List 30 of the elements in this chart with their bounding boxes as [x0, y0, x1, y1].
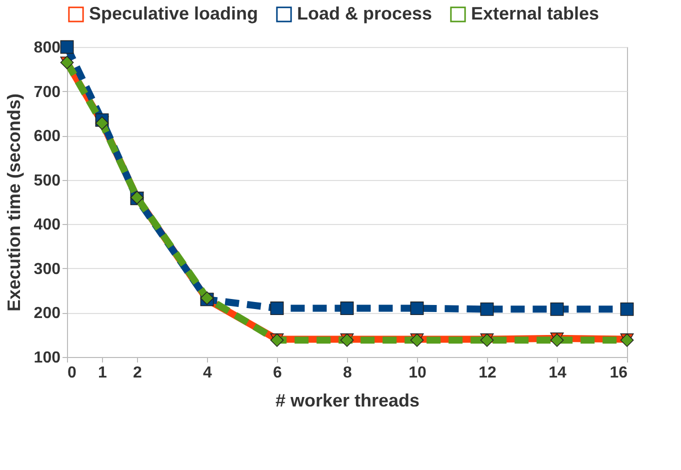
y-tick-label: 100 [34, 350, 61, 366]
x-axis-title: # worker threads [275, 390, 420, 410]
x-tick-label: 14 [548, 364, 566, 382]
y-tick-label: 500 [34, 172, 61, 190]
x-tick-label: 0 [68, 364, 76, 382]
x-tick-label: 4 [203, 364, 212, 382]
x-tick-label: 6 [273, 364, 282, 382]
x-tick-label: 12 [478, 364, 496, 382]
x-tick-label: 1 [98, 364, 108, 382]
x-tick-label: 8 [343, 364, 352, 382]
x-tick-label: 16 [610, 364, 628, 382]
y-tick-label: 400 [34, 216, 61, 234]
y-tick-label: 700 [34, 84, 61, 101]
point [550, 302, 564, 316]
x-tick-label: 2 [133, 364, 142, 382]
point [340, 302, 354, 316]
point [480, 302, 494, 316]
y-tick-label: 200 [34, 305, 61, 322]
x-tick-label: 10 [408, 364, 426, 382]
point [620, 302, 634, 316]
legend-label: External tables [471, 3, 600, 24]
point [410, 302, 424, 316]
legend-label: Load & process [297, 3, 432, 24]
y-tick-label: 600 [34, 128, 61, 146]
point [270, 302, 284, 316]
y-axis-title: Execution time (seconds) [4, 93, 24, 312]
legend-label: Speculative loading [89, 3, 258, 24]
y-tick-label: 300 [34, 260, 61, 278]
y-tick-label: 800 [34, 40, 61, 56]
point [60, 40, 74, 54]
